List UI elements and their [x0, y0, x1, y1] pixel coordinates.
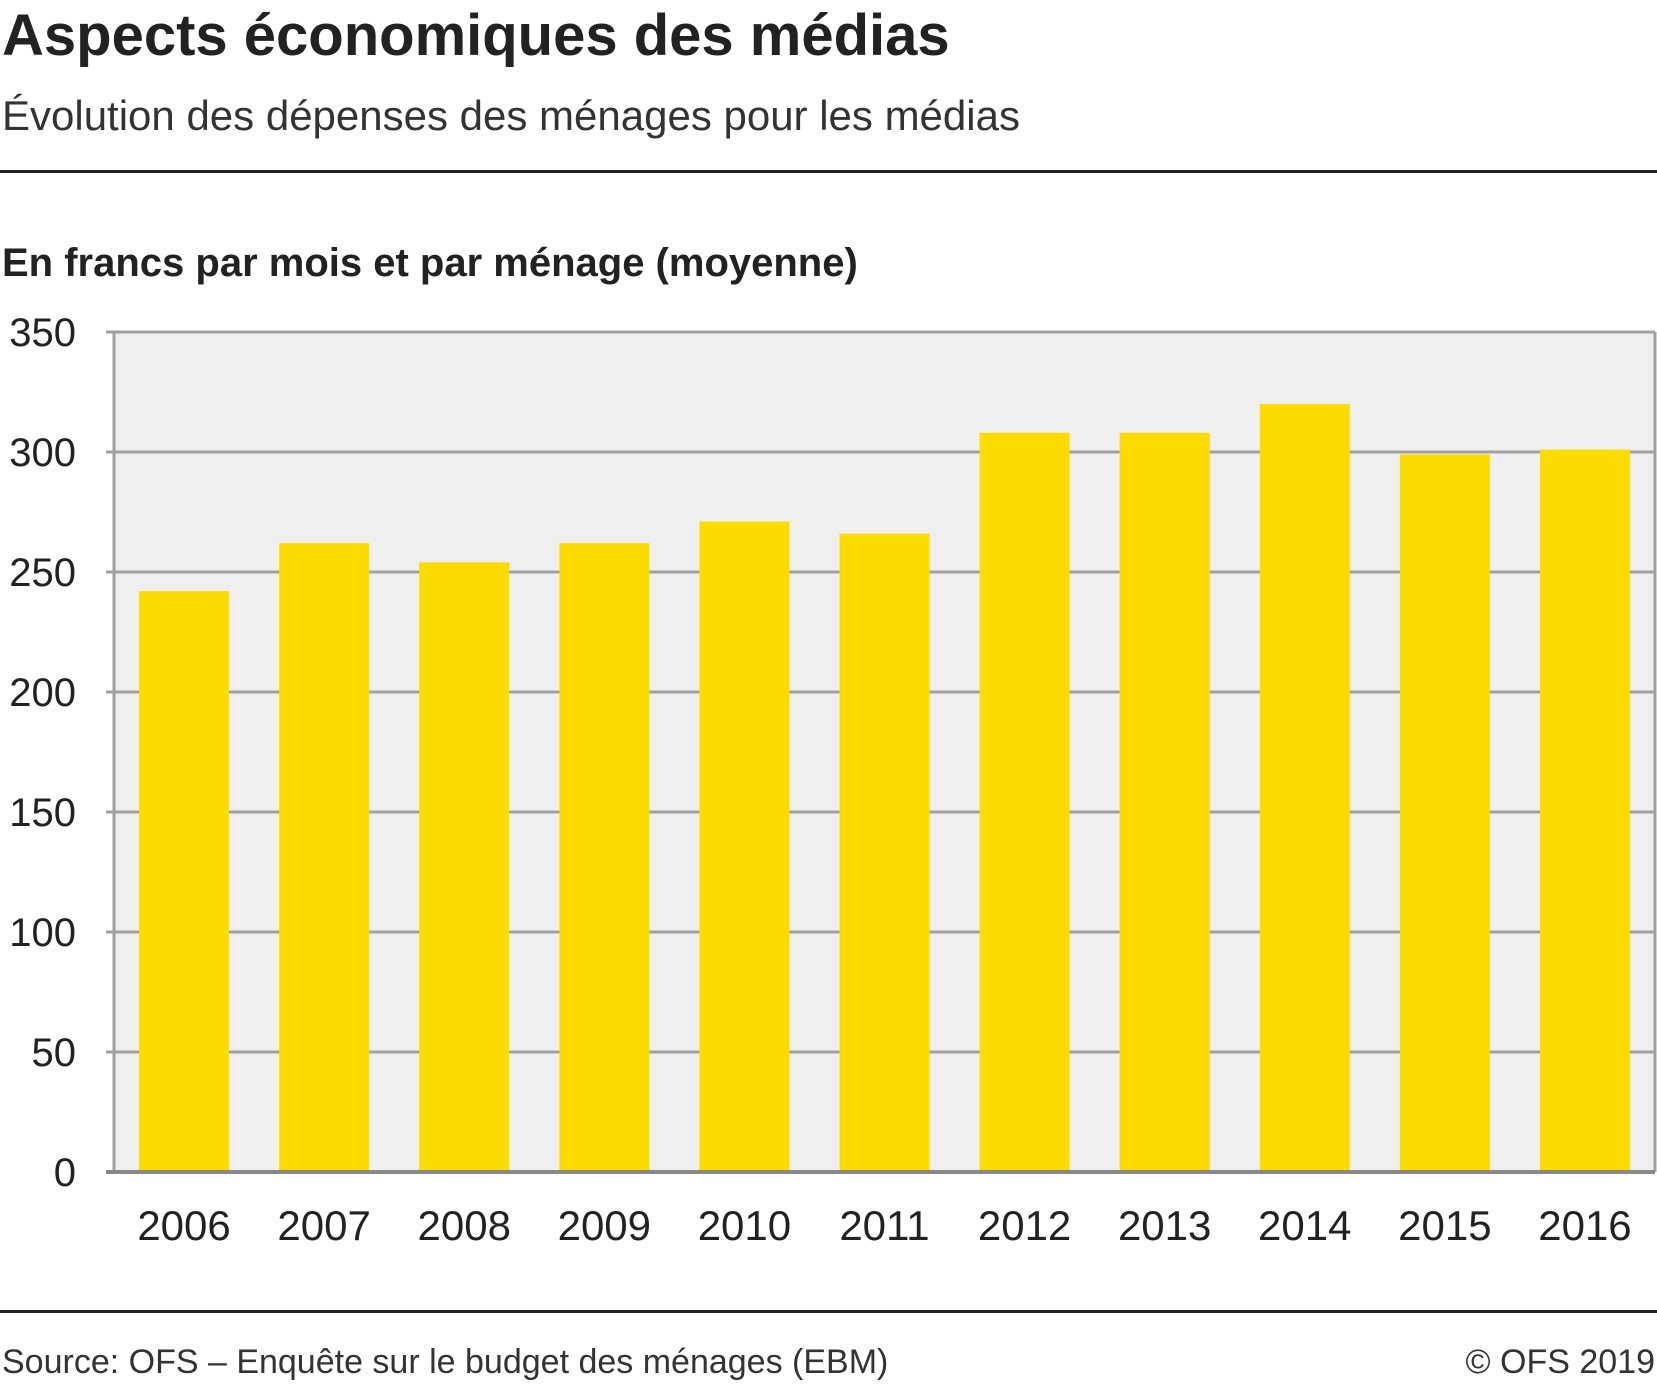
y-tick-label: 200	[9, 671, 76, 715]
y-tick-label: 350	[9, 311, 76, 355]
chart-title: Aspects économiques des médias	[2, 3, 950, 68]
y-tick-label: 150	[9, 791, 76, 835]
bar-2016	[1539, 449, 1630, 1173]
header-divider	[0, 170, 1657, 173]
chart-subtitle: Évolution des dépenses des ménages pour …	[2, 92, 1020, 139]
footer-divider	[0, 1310, 1657, 1313]
x-tick-label: 2014	[1258, 1202, 1351, 1249]
bar-2010	[699, 521, 790, 1172]
bar-chart: 0 50 100 150 200 250 300 350 2006 2007 2008 2009 201…	[9, 311, 1657, 1249]
bar-2009	[559, 543, 650, 1172]
source-note: Source: OFS – Enquête sur le budget des …	[2, 1343, 889, 1381]
y-tick-label: 100	[9, 911, 76, 955]
bar-2014	[1259, 404, 1350, 1172]
bar-2008	[419, 562, 510, 1172]
x-tick-label: 2009	[558, 1202, 651, 1249]
copyright-note: © OFS 2019	[1465, 1343, 1655, 1381]
y-tick-label: 50	[32, 1031, 77, 1075]
x-tick-label: 2012	[978, 1202, 1071, 1249]
y-axis-label: En francs par mois et par ménage (moyenn…	[2, 241, 858, 285]
x-tick-label: 2015	[1398, 1202, 1491, 1249]
x-tick-label: 2007	[277, 1202, 370, 1249]
x-tick-label: 2011	[839, 1202, 929, 1249]
bar-2015	[1399, 454, 1490, 1172]
x-tick-label: 2010	[698, 1202, 791, 1249]
x-tick-label: 2006	[137, 1202, 230, 1249]
y-tick-label: 300	[9, 431, 76, 475]
bar-2007	[279, 543, 370, 1172]
x-tick-label: 2008	[418, 1202, 511, 1249]
bar-2006	[139, 591, 230, 1172]
y-tick-label: 250	[9, 551, 76, 595]
y-tick-label: 0	[54, 1151, 76, 1195]
x-tick-label: 2016	[1538, 1202, 1631, 1249]
bar-2013	[1119, 432, 1210, 1172]
bar-2012	[979, 432, 1070, 1172]
bar-2011	[839, 533, 930, 1172]
x-tick-label: 2013	[1118, 1202, 1211, 1249]
